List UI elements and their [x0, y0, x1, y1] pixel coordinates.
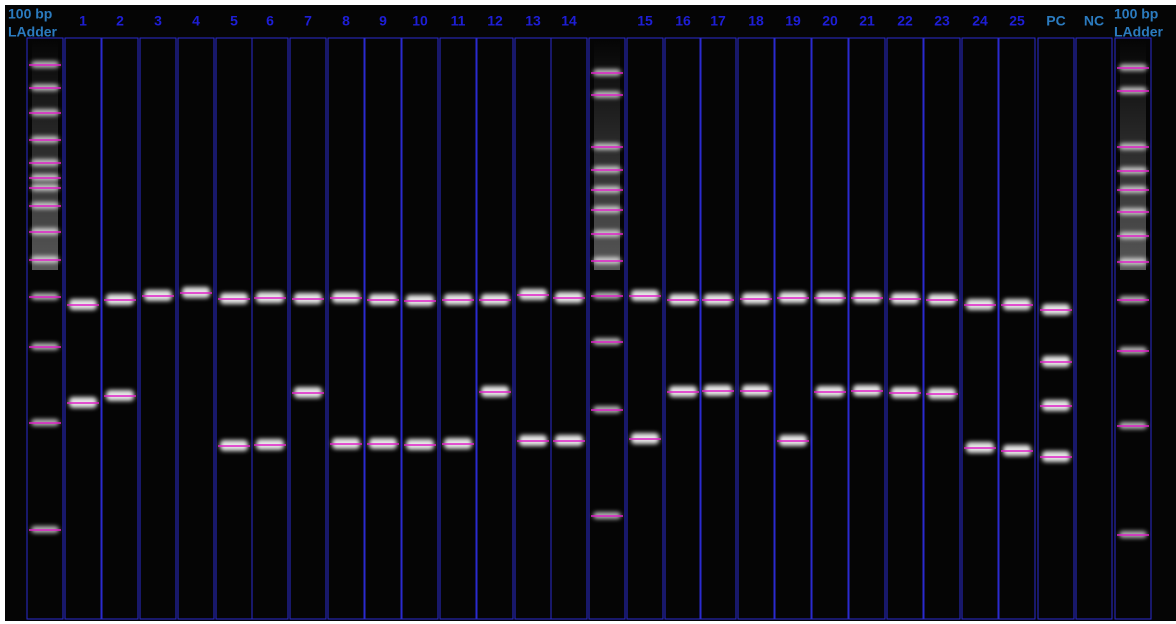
lane-label: 21 [859, 13, 875, 29]
ladder-label: 100 bp [1114, 6, 1158, 22]
lane-label: 11 [451, 13, 466, 29]
lane-label: 23 [934, 13, 950, 29]
lane-label: PC [1046, 13, 1065, 29]
lane-label: NC [1084, 13, 1104, 29]
gel-background [5, 5, 1176, 621]
ladder-label: LAdder [8, 24, 58, 40]
lane-label: 12 [487, 13, 503, 29]
lane-label: 24 [972, 13, 988, 29]
lane-label: 25 [1009, 13, 1025, 29]
lane-label: 14 [561, 13, 577, 29]
lane-label: 5 [230, 13, 238, 29]
lane-label: 3 [154, 13, 162, 29]
lane-label: 9 [379, 13, 387, 29]
lane-label: 1 [79, 13, 87, 29]
lane-label: 15 [637, 13, 653, 29]
lane-label: 4 [192, 13, 200, 29]
ladder-label: LAdder [1114, 24, 1164, 40]
gel-image: 100 bpLAdder1234567891011121314151617181… [0, 0, 1176, 624]
lane-label: 18 [748, 13, 764, 29]
lane-label: 19 [785, 13, 801, 29]
ladder-label: 100 bp [8, 6, 52, 22]
lane-label: 6 [266, 13, 274, 29]
lane-label: 2 [116, 13, 124, 29]
lane-label: 22 [897, 13, 913, 29]
lane-label: 10 [412, 13, 428, 29]
lane-label: 13 [525, 13, 541, 29]
lane-label: 7 [304, 13, 312, 29]
lane-label: 16 [675, 13, 691, 29]
ladder-smear [32, 40, 58, 270]
lane-label: 20 [822, 13, 838, 29]
lane-label: 17 [710, 13, 726, 29]
lane-label: 8 [342, 13, 350, 29]
